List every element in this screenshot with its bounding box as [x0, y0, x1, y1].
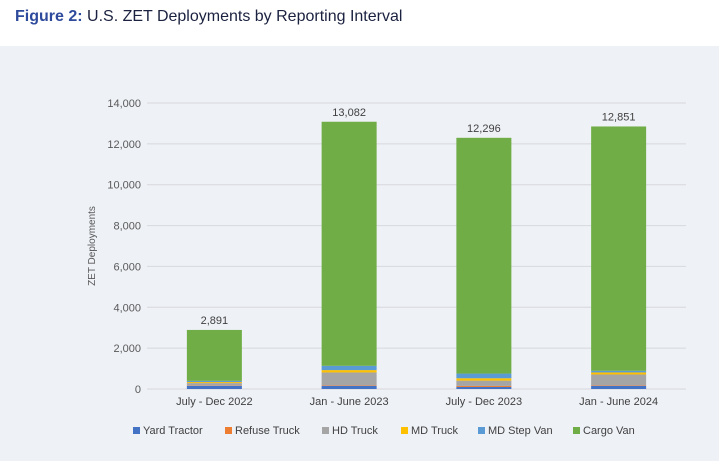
- bar-segment-hd-truck: [591, 374, 647, 386]
- bar-segment-hd-truck: [186, 383, 242, 386]
- y-tick-label: 0: [135, 384, 141, 396]
- bar-segment-md-truck: [456, 378, 512, 381]
- bar-segment-cargo-van: [591, 126, 647, 371]
- bar-segment-cargo-van: [186, 329, 242, 381]
- legend-label: HD Truck: [332, 425, 378, 437]
- total-label: 12,851: [602, 111, 636, 123]
- total-label: 13,082: [332, 107, 366, 119]
- legend-label: Cargo Van: [583, 425, 635, 437]
- bar-segment-yard-tractor: [321, 385, 377, 389]
- figure-label: Figure 2:: [15, 8, 83, 25]
- y-tick-label: 6,000: [113, 261, 141, 273]
- bar-segment-md-step-van: [456, 373, 512, 379]
- y-axis-label: ZET Deployments: [87, 206, 98, 286]
- legend-label: Refuse Truck: [235, 425, 300, 437]
- total-label: 2,891: [201, 315, 229, 327]
- bar-segment-refuse-truck: [321, 385, 377, 386]
- bar-segment-refuse-truck: [591, 385, 647, 386]
- y-tick-label: 2,000: [113, 343, 141, 355]
- y-tick-label: 4,000: [113, 302, 141, 314]
- y-tick-label: 8,000: [113, 221, 141, 233]
- legend-swatch: [133, 427, 140, 434]
- bar-segment-cargo-van: [321, 121, 377, 366]
- figure-title-text: U.S. ZET Deployments by Reporting Interv…: [87, 8, 403, 25]
- y-tick-label: 10,000: [107, 180, 141, 192]
- x-tick-label: Jan - June 2023: [310, 396, 389, 408]
- bar-segment-md-step-van: [591, 370, 647, 373]
- legend-swatch: [322, 427, 329, 434]
- x-tick-label: Jan - June 2024: [579, 396, 658, 408]
- bar-segment-md-truck: [591, 372, 647, 375]
- total-label: 12,296: [467, 123, 501, 135]
- bar-segment-cargo-van: [456, 137, 512, 374]
- bar-segment-yard-tractor: [591, 385, 647, 389]
- y-tick-label: 12,000: [107, 139, 141, 151]
- bar-segment-md-truck: [186, 382, 242, 384]
- bar-segment-md-step-van: [321, 365, 377, 371]
- legend-label: MD Step Van: [488, 425, 553, 437]
- x-tick-label: July - Dec 2022: [176, 396, 252, 408]
- bar-segment-hd-truck: [456, 380, 512, 386]
- figure-title: Figure 2: U.S. ZET Deployments by Report…: [15, 8, 402, 26]
- bar-segment-refuse-truck: [456, 385, 512, 387]
- legend-swatch: [573, 427, 580, 434]
- bar-segment-md-truck: [321, 370, 377, 373]
- legend-swatch: [225, 427, 232, 434]
- x-tick-label: July - Dec 2023: [446, 396, 522, 408]
- legend-swatch: [401, 427, 408, 434]
- legend-swatch: [478, 427, 485, 434]
- bar-segment-yard-tractor: [456, 386, 512, 389]
- bar-segment-hd-truck: [321, 372, 377, 386]
- bar-segment-md-step-van: [186, 380, 242, 383]
- legend-label: MD Truck: [411, 425, 459, 437]
- y-tick-label: 14,000: [107, 98, 141, 110]
- bar-segment-yard-tractor: [186, 385, 242, 389]
- legend-label: Yard Tractor: [143, 425, 203, 437]
